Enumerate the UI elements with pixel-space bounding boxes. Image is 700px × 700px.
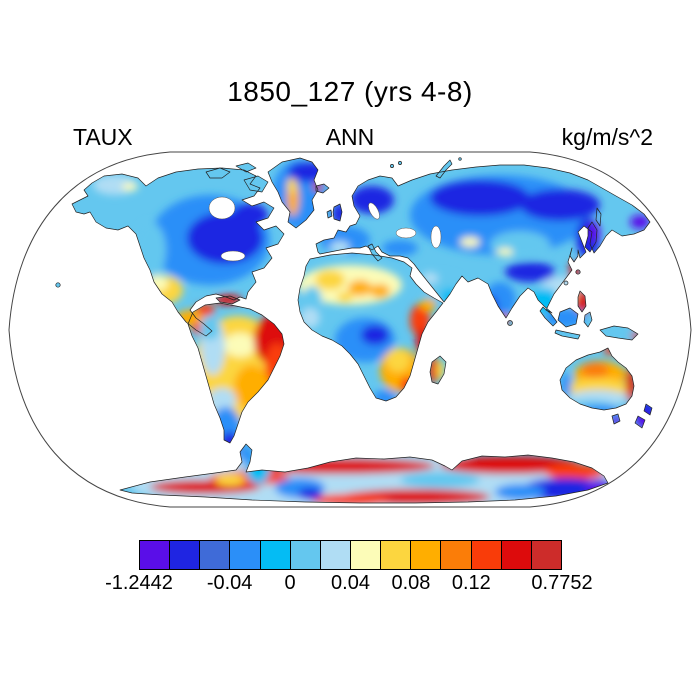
- map-projection-border: [8, 151, 692, 508]
- colorbar-tick-label: 0: [284, 572, 296, 594]
- colorbar-tick-label: 0.08: [391, 572, 431, 594]
- hudson-bay: [208, 196, 236, 220]
- colorbar-cell: [440, 540, 472, 570]
- colorbar-cell: [259, 540, 291, 570]
- colorbar-cell: [139, 540, 171, 570]
- colorbar-tick-label: 0.7752: [531, 572, 593, 594]
- colorbar-cell: [169, 540, 201, 570]
- colorbar-cell: [349, 540, 382, 570]
- great-lakes: [220, 250, 246, 262]
- colorbar-tick-labels: -1.2442 -0.04 0 0.04 0.08 0.12 0.7752: [105, 572, 593, 594]
- season-label: ANN: [325, 124, 375, 150]
- colorbar-cell: [289, 540, 321, 570]
- colorbar: [139, 540, 562, 570]
- colorbar-cell: [500, 540, 532, 570]
- colorbar-cell: [530, 540, 562, 570]
- black-sea: [395, 227, 417, 239]
- colorbar-tick-label: 0.04: [331, 572, 370, 594]
- colorbar-cell: [470, 540, 502, 570]
- variable-label: TAUX: [73, 124, 133, 150]
- colorbar-cell: [319, 540, 351, 570]
- colorbar-cell: [229, 540, 261, 570]
- caspian-sea: [430, 225, 442, 249]
- colorbar-tick-label: -1.2442: [105, 572, 173, 594]
- colorbar-tick-label: 0.12: [451, 572, 491, 594]
- page-title: 1850_127 (yrs 4-8): [227, 76, 473, 107]
- colorbar-cell: [199, 540, 231, 570]
- colorbar-cell: [410, 540, 442, 570]
- units-label: kg/m/s^2: [561, 124, 653, 150]
- inland-water: [208, 196, 442, 262]
- colorbar-tick-label: -0.04: [206, 572, 253, 594]
- baltic-sea: [368, 202, 380, 220]
- colorbar-cell: [380, 540, 412, 570]
